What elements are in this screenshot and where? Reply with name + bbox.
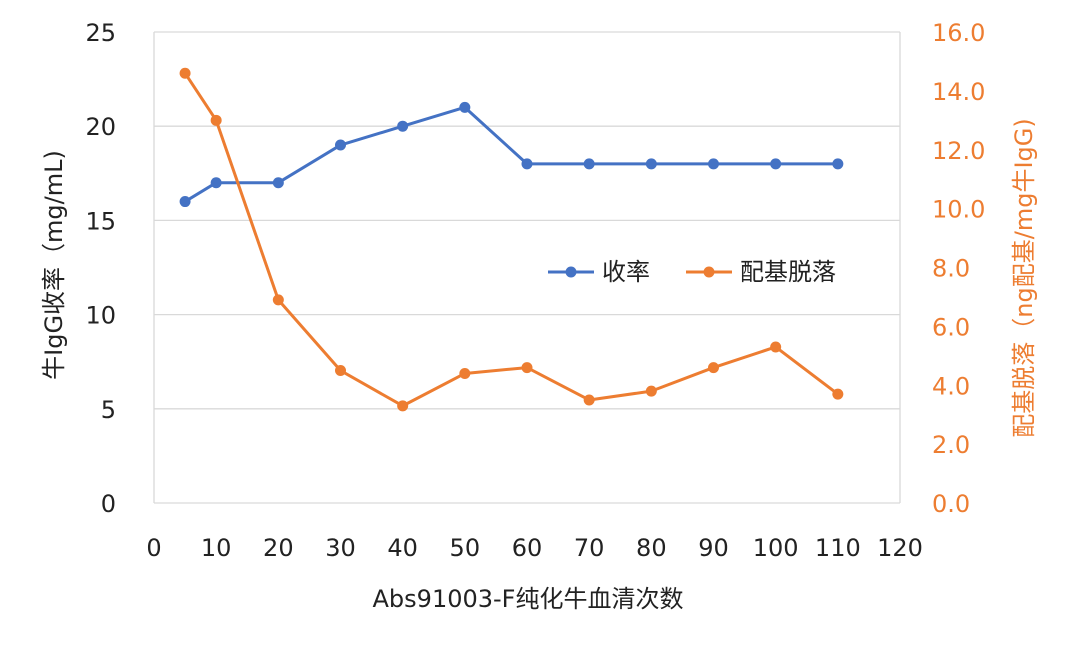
data-point-ligand-leakage	[397, 400, 409, 412]
y2-tick-label: 6.0	[932, 313, 970, 341]
data-point-ligand-leakage	[583, 394, 595, 406]
y-axis-ticks: 0 5 10 15 20 25	[85, 19, 116, 518]
y-tick-label: 5	[101, 396, 116, 424]
y2-axis-ticks: 0.0 2.0 4.0 6.0 8.0 10.0 12.0 14.0 16.0	[932, 19, 985, 518]
x-tick-label: 90	[698, 534, 729, 562]
x-tick-label: 50	[450, 534, 481, 562]
data-point-ligand-leakage	[708, 362, 719, 374]
legend-marker-ligand-leakage	[703, 266, 715, 278]
legend-label-yield: 收率	[602, 258, 650, 286]
data-point-yield	[645, 158, 657, 170]
x-tick-label: 0	[146, 534, 161, 562]
y2-tick-label: 4.0	[932, 372, 970, 400]
y-axis-title: 牛IgG收率（mg/mL)	[40, 150, 68, 380]
data-point-yield	[521, 158, 533, 170]
y-tick-label: 25	[85, 19, 116, 47]
y2-tick-label: 16.0	[932, 19, 985, 47]
series-line-yield	[184, 105, 838, 203]
y2-tick-label: 8.0	[932, 255, 970, 283]
data-point-yield	[832, 158, 844, 170]
x-tick-label: 80	[636, 534, 667, 562]
x-axis-title: Abs91003-F纯化牛血清次数	[373, 585, 684, 613]
y-tick-label: 15	[85, 207, 116, 235]
y-tick-label: 0	[101, 490, 116, 518]
data-point-yield	[397, 120, 409, 132]
data-point-ligand-leakage	[770, 341, 782, 353]
y2-axis-title: 配基脱落（ng配基/mg牛IgG)	[1010, 118, 1038, 437]
data-point-ligand-leakage	[272, 294, 284, 306]
x-tick-label: 20	[263, 534, 294, 562]
data-point-ligand-leakage	[521, 362, 533, 374]
data-point-yield	[708, 158, 719, 170]
y2-tick-label: 2.0	[932, 431, 970, 459]
y2-tick-label: 14.0	[932, 78, 985, 106]
x-tick-label: 100	[753, 534, 799, 562]
x-tick-label: 110	[815, 534, 861, 562]
legend-item-yield: 收率	[548, 258, 650, 286]
data-point-ligand-leakage	[210, 114, 222, 126]
legend-label-ligand-leakage: 配基脱落	[740, 258, 836, 286]
series-line-ligand-leakage	[183, 72, 839, 408]
legend-marker-yield	[565, 266, 577, 278]
y2-tick-label: 12.0	[932, 137, 985, 165]
data-point-yield	[770, 158, 782, 170]
y2-tick-label: 10.0	[932, 196, 985, 224]
x-tick-label: 70	[574, 534, 605, 562]
data-point-yield	[335, 139, 346, 151]
x-tick-label: 10	[201, 534, 232, 562]
series-yield	[179, 101, 844, 208]
y2-tick-label: 0.0	[932, 490, 970, 518]
data-point-yield	[179, 196, 191, 208]
data-point-yield	[272, 177, 284, 189]
x-tick-label: 120	[877, 534, 923, 562]
data-point-ligand-leakage	[832, 388, 844, 400]
y-tick-label: 20	[85, 113, 116, 141]
legend-item-ligand-leakage: 配基脱落	[686, 258, 836, 286]
series-layer	[179, 67, 844, 412]
legend: 收率 配基脱落	[548, 258, 836, 286]
x-tick-label: 40	[387, 534, 418, 562]
series-ligand-leakage	[179, 67, 844, 412]
x-tick-label: 60	[512, 534, 543, 562]
x-tick-label: 30	[325, 534, 356, 562]
data-point-yield	[210, 177, 222, 189]
data-point-ligand-leakage	[179, 67, 191, 79]
data-point-yield	[583, 158, 595, 170]
data-point-ligand-leakage	[335, 365, 346, 377]
data-point-ligand-leakage	[645, 385, 657, 397]
data-point-yield	[459, 101, 471, 113]
y-tick-label: 10	[85, 302, 116, 330]
x-axis-ticks: 0 10 20 30 40 50 60 70 80 90 100 110 120	[146, 534, 923, 562]
grid	[153, 31, 901, 504]
data-point-ligand-leakage	[459, 367, 471, 379]
